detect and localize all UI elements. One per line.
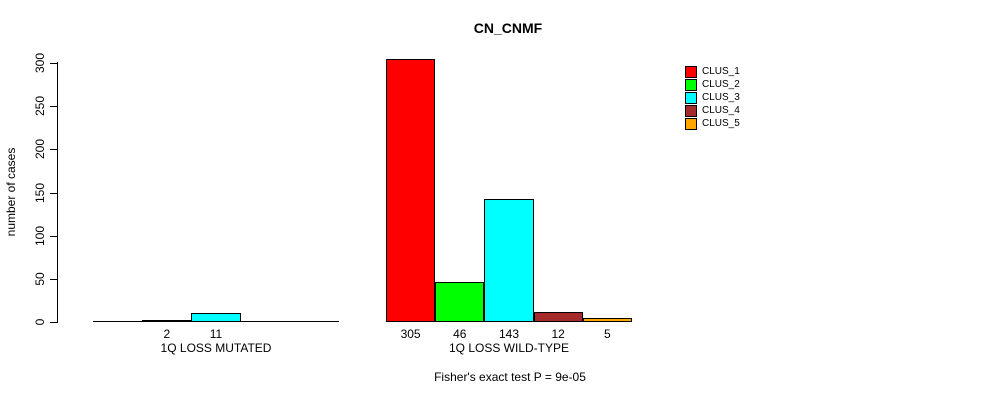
bar-value-label: 2 bbox=[163, 327, 171, 341]
bar-value-label: 143 bbox=[498, 327, 519, 341]
y-axis-tick bbox=[50, 322, 57, 323]
y-axis-tick-label: 150 bbox=[33, 182, 47, 203]
legend-label: CLUS_2 bbox=[702, 79, 740, 90]
bar-clus_5-mutated-zero bbox=[289, 321, 339, 322]
legend-label: CLUS_3 bbox=[702, 92, 740, 103]
legend-swatch-clus_4 bbox=[685, 104, 697, 117]
bar-clus_1-mutated-zero bbox=[93, 321, 143, 322]
y-axis-tick-label: 300 bbox=[33, 52, 47, 74]
y-axis-tick bbox=[50, 149, 57, 151]
y-axis-tick-label: 0 bbox=[33, 318, 47, 326]
legend-swatch-clus_2 bbox=[685, 78, 697, 91]
y-axis-tick bbox=[50, 192, 57, 194]
bar-clus_3-wildtype bbox=[484, 198, 534, 322]
bar-clus_2-mutated bbox=[142, 320, 192, 322]
y-axis-title: number of cases bbox=[4, 147, 18, 237]
bar-clus_2-wildtype bbox=[435, 282, 485, 322]
y-axis-tick-label: 200 bbox=[33, 139, 47, 160]
bar-value-label: 11 bbox=[209, 327, 223, 341]
bar-value-label: 5 bbox=[604, 327, 611, 341]
legend-label: CLUS_5 bbox=[702, 118, 740, 129]
y-axis-tick bbox=[50, 235, 57, 237]
x-group-label-wildtype: 1Q LOSS WILD-TYPE bbox=[448, 341, 570, 355]
bar-clus_1-wildtype bbox=[386, 58, 436, 322]
y-axis-tick bbox=[50, 63, 57, 64]
legend-swatch-clus_5 bbox=[685, 117, 697, 130]
legend-item-clus_2: CLUS_2 bbox=[685, 78, 740, 91]
fisher-test-pvalue: Fisher's exact test P = 9e-05 bbox=[434, 370, 586, 384]
y-axis-tick-label: 100 bbox=[33, 225, 47, 246]
legend-item-clus_5: CLUS_5 bbox=[685, 117, 740, 130]
y-axis-tick-label: 250 bbox=[33, 96, 47, 117]
legend-label: CLUS_4 bbox=[702, 105, 740, 116]
y-axis-tick bbox=[50, 278, 57, 280]
bar-clus_4-wildtype bbox=[533, 311, 583, 322]
y-axis-tick-label: 50 bbox=[33, 272, 47, 286]
legend-swatch-clus_1 bbox=[685, 65, 697, 78]
y-axis-line bbox=[57, 62, 58, 323]
legend-item-clus_1: CLUS_1 bbox=[685, 65, 740, 78]
bar-clus_5-wildtype bbox=[582, 317, 632, 322]
bar-clus_4-mutated-zero bbox=[240, 321, 290, 322]
legend: CLUS_1 CLUS_2 CLUS_3 CLUS_4 CLUS_5 bbox=[685, 65, 740, 130]
legend-swatch-clus_3 bbox=[685, 91, 697, 104]
bar-clus_3-mutated bbox=[191, 312, 241, 322]
legend-label: CLUS_1 bbox=[702, 66, 740, 77]
y-axis-tick bbox=[50, 106, 57, 108]
chart-title: CN_CNMF bbox=[473, 20, 543, 36]
x-group-label-mutated: 1Q LOSS MUTATED bbox=[160, 341, 272, 355]
bar-value-label: 46 bbox=[453, 327, 467, 341]
bar-value-label: 12 bbox=[551, 327, 565, 341]
legend-item-clus_3: CLUS_3 bbox=[685, 91, 740, 104]
bar-value-label: 305 bbox=[400, 327, 421, 341]
legend-item-clus_4: CLUS_4 bbox=[685, 104, 740, 117]
